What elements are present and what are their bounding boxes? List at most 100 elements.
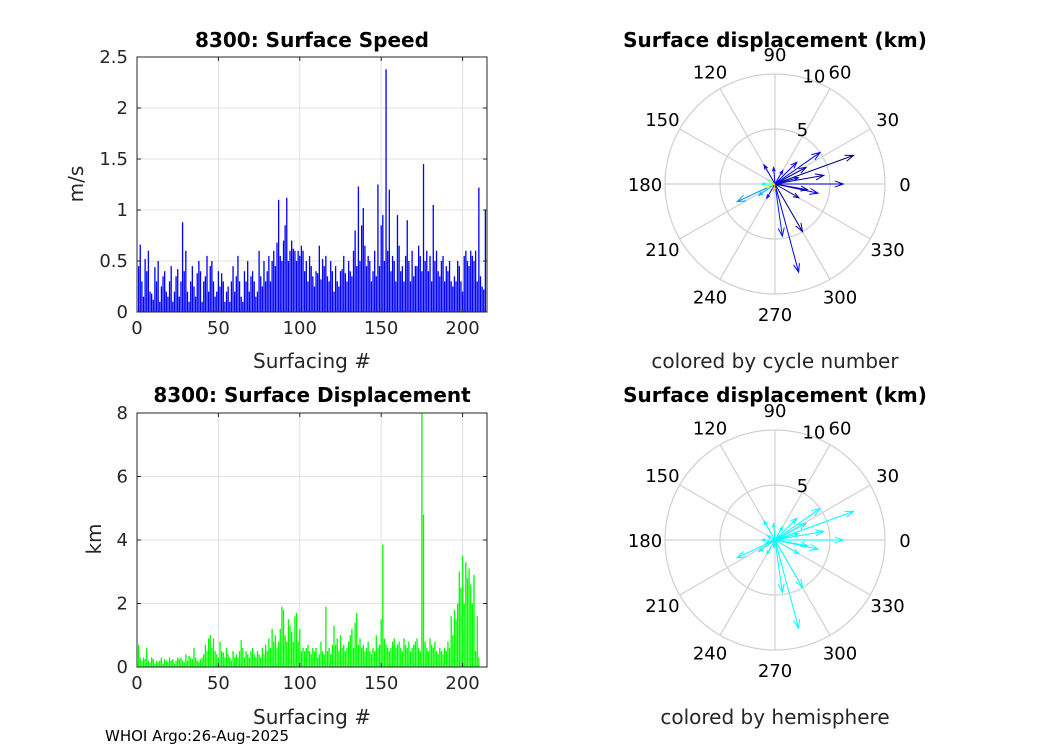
disp-bar-54 [225,647,228,667]
disp-bar-125 [341,647,343,667]
disp-bar-177 [426,647,428,667]
disp-bar-132 [352,647,355,667]
speed-bar-181 [432,204,434,312]
speed-bar-199 [461,291,464,312]
cycle-arrow-head-13 [763,163,769,170]
speed-bar-163 [403,281,405,312]
speed-bar-101 [302,250,304,312]
disp-bar-69 [250,651,252,667]
cycle-arrow-15 [760,182,775,186]
disp-bar-100 [300,651,303,667]
surface-displacement-chart: 8300: Surface Displacement Surfacing # k… [82,383,488,729]
speed-bar-99 [299,255,301,312]
speed-bar-0 [137,266,140,312]
disp-bar-63 [240,640,242,667]
disp-xtick-label-2: 100 [283,673,317,694]
speed-bar-106 [310,266,312,312]
disp-bar-155 [390,647,392,667]
speed-bar-21 [172,301,174,312]
hemi-arrow-11 [757,539,776,553]
hemi-arrow-head-15 [760,538,766,542]
disp-bar-150 [382,544,384,667]
cycle-arrow-19 [774,169,784,185]
cycle-arrow-head-10 [735,194,747,203]
speed-bar-142 [369,261,371,312]
speed-bar-96 [294,250,296,312]
disp-bar-158 [395,647,397,667]
disp-bar-70 [251,647,254,667]
speed-bar-153 [387,250,389,312]
speed-bar-88 [281,261,283,312]
disp-bar-12 [157,662,159,667]
disp-bar-136 [359,638,361,667]
speed-bar-175 [422,164,425,312]
speed-bar-70 [251,271,254,312]
hemi-arrow-shaft-17 [765,539,776,544]
cycle-arrow-shaft-8 [774,183,800,273]
disp-bar-188 [444,647,446,667]
speed-bar-127 [344,273,347,312]
cycle-arrow-16 [766,178,776,185]
disp-bar-196 [457,603,459,667]
speed-bar-33 [191,266,193,312]
disp-bar-127 [344,651,347,667]
cycle-arrow-17 [764,183,776,188]
surface-speed-xlabel: Surfacing # [253,349,371,373]
disp-bar-120 [333,625,335,667]
disp-bar-8 [151,657,153,667]
speed-bar-30 [186,291,189,312]
disp-bar-172 [417,647,420,667]
hemi-arrow-14 [772,522,776,541]
speed-bar-108 [313,286,316,312]
speed-bar-37 [198,261,200,312]
cycle-arrow-shaft-16 [767,179,776,185]
cycle-arrow-14 [772,166,776,185]
speed-bar-116 [326,276,329,312]
speed-bar-15 [162,276,164,312]
speed-bar-186 [440,261,443,312]
surface-displacement-title: 8300: Surface Displacement [153,383,471,407]
disp-bar-137 [361,647,363,667]
disp-bar-131 [351,628,353,667]
cycle-arrow-head-0 [844,154,855,162]
disp-bar-73 [256,651,259,667]
disp-bar-20 [170,660,172,667]
disp-bar-101 [302,647,304,667]
cycle-arrow-shaft-12 [766,183,776,199]
speed-bar-176 [424,261,426,312]
speed-bar-49 [217,271,220,312]
cycle-arrow-4 [775,180,845,188]
hemi-arrow-shaft-22 [774,533,799,541]
speed-bar-162 [401,266,403,312]
disp-bar-97 [295,613,298,667]
speed-bar-151 [383,261,386,312]
disp-bar-4 [144,659,146,667]
speed-bar-173 [419,255,421,312]
hemi-arrow-shaft-11 [758,539,776,552]
speed-bar-5 [146,271,148,312]
speed-ytick-label-2: 1 [117,200,128,221]
cycle-arrow-shaft-3 [774,174,824,185]
speed-bar-146 [375,276,377,312]
disp-ytick-label-0: 0 [117,657,128,678]
speed-bar-202 [466,261,469,312]
cycle-radius-label-5: 5 [797,120,808,141]
speed-bar-166 [408,261,410,312]
disp-bar-167 [409,651,412,667]
speed-bar-122 [336,281,338,312]
disp-bar-129 [347,641,350,667]
speed-bar-206 [473,261,475,312]
speed-bar-128 [346,281,348,312]
hemi-arrow-shaft-14 [773,523,776,541]
speed-bar-12 [157,261,159,312]
hemi-arrow-shaft-20 [774,517,798,541]
cycle-angle-label-300: 300 [823,288,857,309]
speed-bar-40 [203,281,205,312]
speed-bar-11 [155,281,158,312]
disp-bar-121 [334,644,337,667]
disp-bar-122 [336,638,338,667]
cycle-arrow-head-18 [772,187,777,194]
speed-bar-132 [352,250,355,312]
cycle-arrow-shaft-9 [774,183,783,237]
cycle-arrow-head-9 [777,227,785,238]
